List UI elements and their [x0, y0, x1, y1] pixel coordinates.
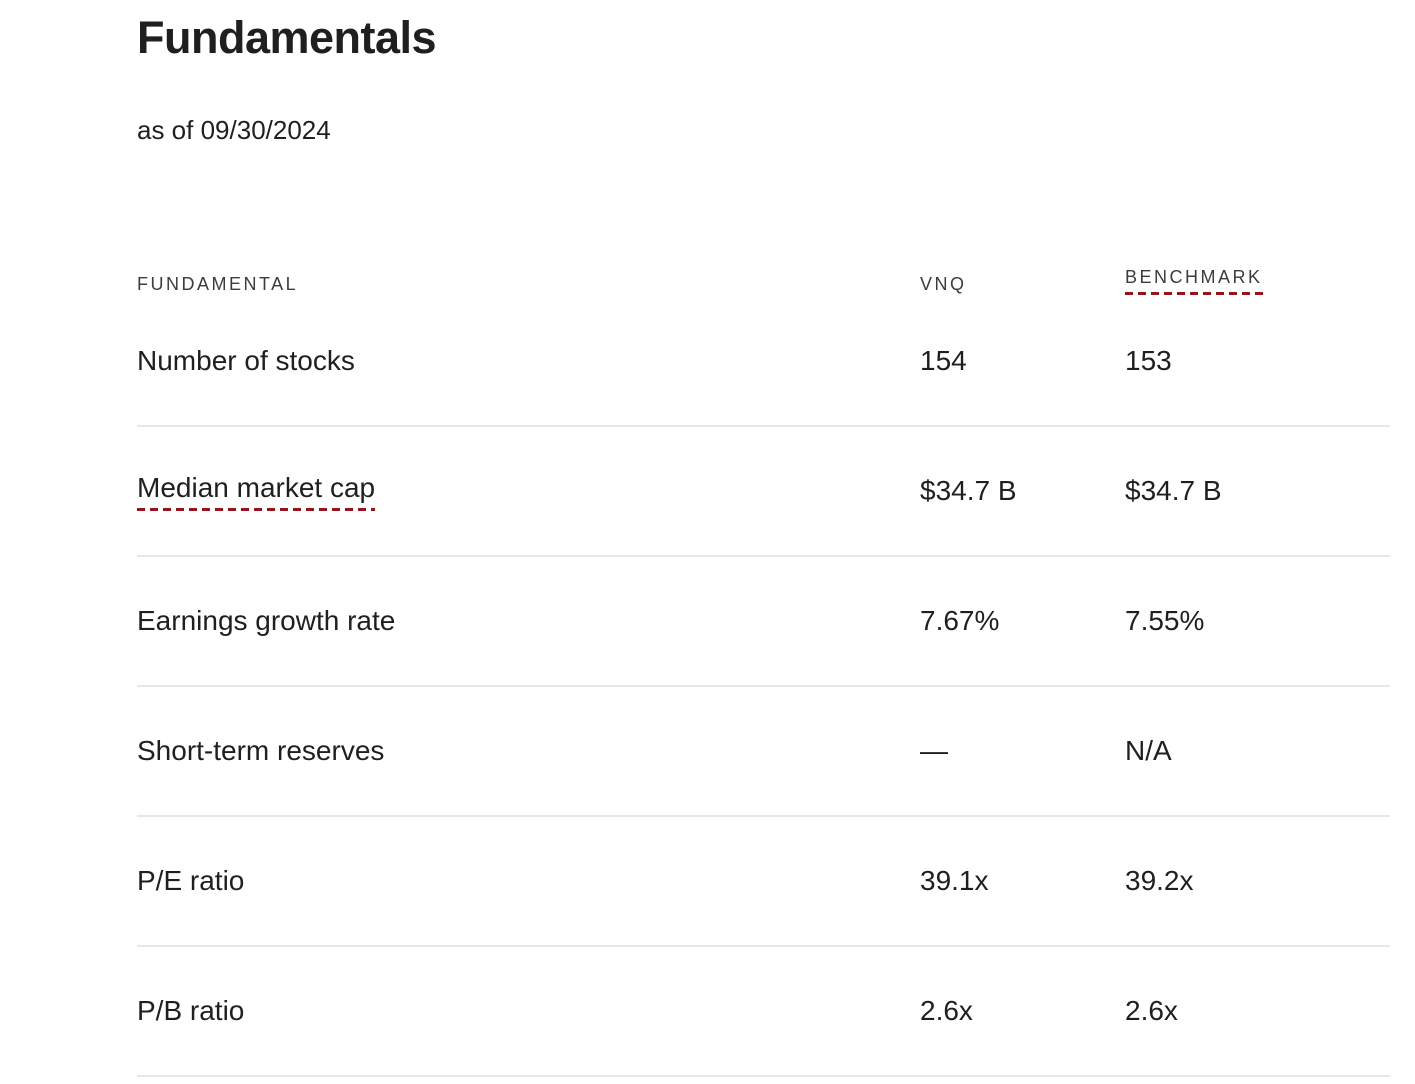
row-vnq-value: 39.1x [920, 865, 989, 897]
table-body: Number of stocks 154 153 Median market c… [137, 297, 1390, 1077]
row-label-cell: P/E ratio [137, 863, 920, 898]
row-benchmark-value: 39.2x [1125, 865, 1194, 897]
row-label-cell: Short-term reserves [137, 733, 920, 768]
row-benchmark-value: 153 [1125, 345, 1172, 377]
row-label-cell: P/B ratio [137, 993, 920, 1028]
row-label-cell: Number of stocks [137, 343, 920, 378]
row-label: Number of stocks [137, 345, 355, 377]
table-row: P/E ratio 39.1x 39.2x [137, 817, 1390, 947]
row-label: Earnings growth rate [137, 605, 396, 637]
row-benchmark-value: N/A [1125, 735, 1172, 767]
row-label: P/E ratio [137, 865, 245, 897]
row-label-definition-link[interactable]: Median market cap [137, 470, 376, 512]
table-row: Earnings growth rate 7.67% 7.55% [137, 557, 1390, 687]
as-of-date: as of 09/30/2024 [137, 114, 331, 145]
benchmark-definition-link[interactable]: BENCHMARK [1125, 266, 1263, 295]
table-header-row: FUNDAMENTAL VNQ BENCHMARK [137, 250, 1390, 297]
row-vnq-value: — [920, 735, 948, 767]
table-row: Median market cap $34.7 B $34.7 B [137, 427, 1390, 557]
row-benchmark-value: 2.6x [1125, 995, 1178, 1027]
column-header-vnq: VNQ [920, 273, 967, 294]
row-label: P/B ratio [137, 995, 245, 1027]
table-row: Short-term reserves — N/A [137, 687, 1390, 817]
table-row: Number of stocks 154 153 [137, 297, 1390, 427]
row-label: Short-term reserves [137, 735, 385, 767]
column-header-benchmark: BENCHMARK [1125, 266, 1390, 297]
row-vnq-value: 2.6x [920, 995, 973, 1027]
page-title: Fundamentals [137, 12, 437, 63]
table-row: P/B ratio 2.6x 2.6x [137, 947, 1390, 1077]
row-label-cell: Earnings growth rate [137, 603, 920, 638]
row-vnq-value: 154 [920, 345, 967, 377]
row-vnq-value: 7.67% [920, 605, 1000, 637]
row-benchmark-value: 7.55% [1125, 605, 1205, 637]
column-header-fundamental: FUNDAMENTAL [137, 273, 299, 294]
row-vnq-value: $34.7 B [920, 475, 1017, 507]
fundamentals-table: FUNDAMENTAL VNQ BENCHMARK Number of stoc… [137, 250, 1390, 1077]
row-label-cell: Median market cap [137, 470, 920, 512]
row-benchmark-value: $34.7 B [1125, 475, 1222, 507]
